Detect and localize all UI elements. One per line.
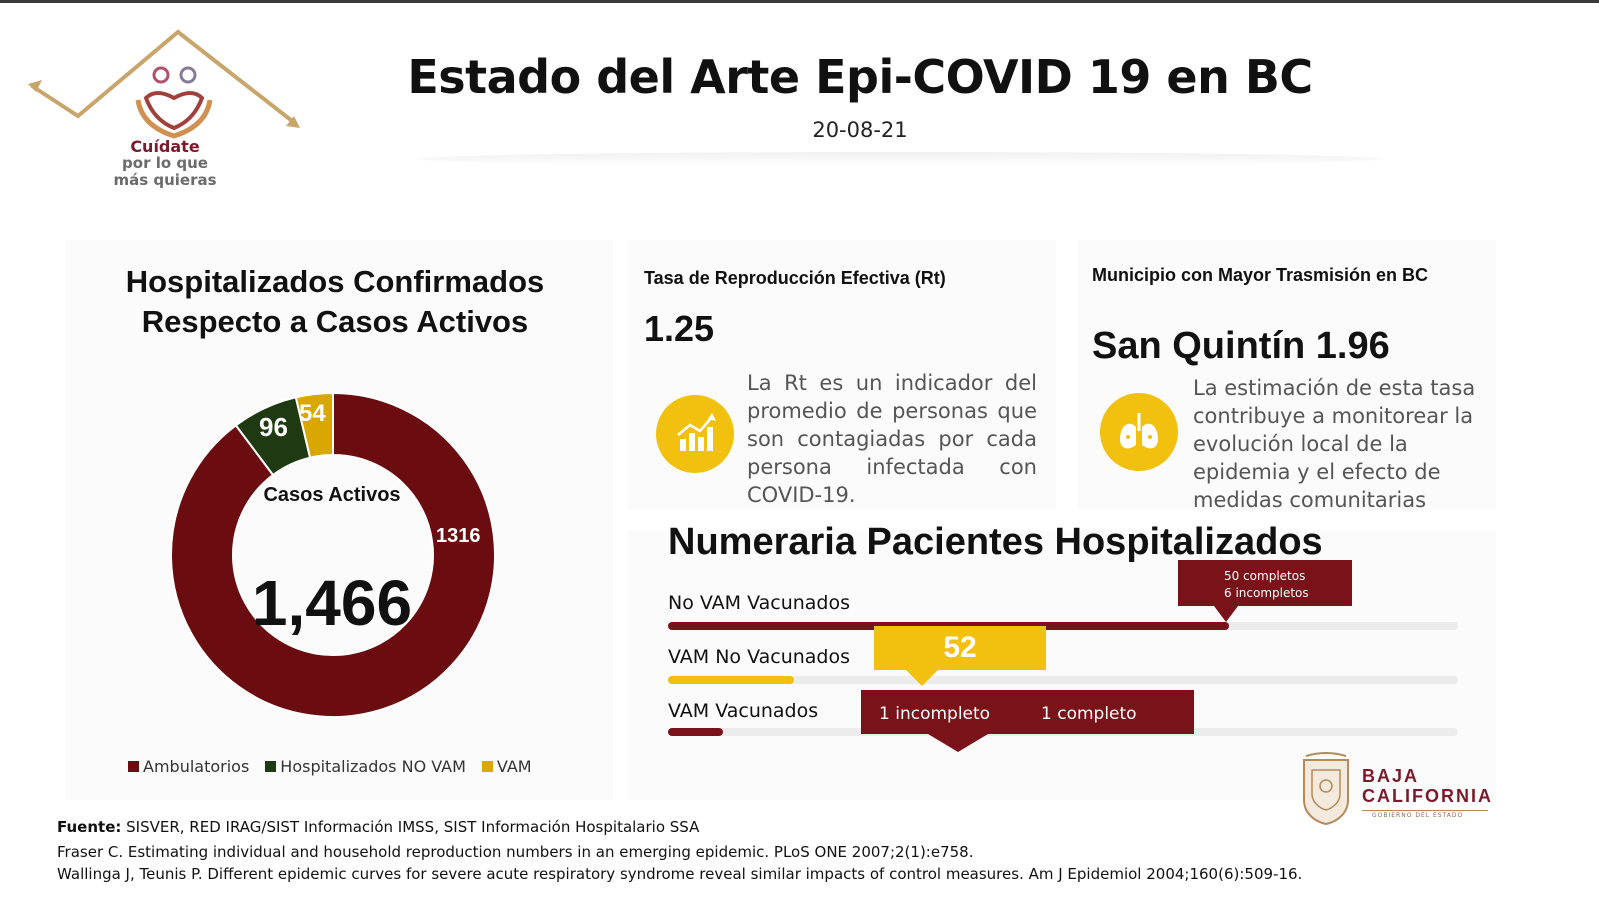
callout-pointer bbox=[906, 670, 938, 686]
donut-center-value: 1,466 bbox=[251, 567, 413, 639]
baja-california-seal bbox=[1303, 752, 1349, 826]
bc-logo-line-3: GOBIERNO DEL ESTADO bbox=[1372, 812, 1464, 819]
segment-label-hospitalizados: 96 bbox=[259, 412, 288, 442]
segment-label-vam: 54 bbox=[299, 400, 326, 427]
chart-growth-icon bbox=[656, 395, 734, 473]
callout-vam-no-vacunados: 52 bbox=[874, 626, 1046, 670]
bar-fill-vam-vacunados bbox=[668, 728, 723, 736]
callout-completo: 1 completo bbox=[1041, 704, 1137, 724]
callout-no-vam-vacunados: 50 completos 6 incompletos bbox=[1178, 560, 1352, 606]
legend-swatch bbox=[481, 761, 493, 772]
footer-reference-2: Wallinga J, Teunis P. Different epidemic… bbox=[57, 865, 1303, 883]
legend-item-vam: VAM bbox=[481, 757, 532, 776]
logo-line-1: Cuídate bbox=[130, 137, 200, 156]
municipio-description: La estimación de esta tasa contribuye a … bbox=[1193, 376, 1476, 512]
legend-item-ambulatorios: Ambulatorios bbox=[128, 757, 249, 776]
header-divider bbox=[420, 152, 1380, 166]
callout-vam-vacunados: 1 incompleto 1 completo bbox=[861, 690, 1194, 734]
hospitalizados-title-line-2: Respecto a Casos Activos bbox=[141, 304, 529, 339]
footer-source: Fuente: SISVER, RED IRAG/SIST Informació… bbox=[57, 818, 699, 836]
logo-caption: Cuídate por lo que más quieras bbox=[95, 138, 235, 189]
legend-label: VAM bbox=[496, 757, 532, 776]
callout-incompletos: 6 incompletos bbox=[1224, 586, 1309, 600]
footer-reference-1: Fraser C. Estimating individual and hous… bbox=[57, 843, 974, 861]
hospitalizados-title: Hospitalizados Confirmados Respecto a Ca… bbox=[70, 262, 600, 342]
numeraria-title: Numeraria Pacientes Hospitalizados bbox=[668, 521, 1323, 563]
legend-label: Hospitalizados NO VAM bbox=[280, 757, 466, 776]
top-border bbox=[0, 0, 1599, 3]
callout-pointer bbox=[928, 734, 988, 752]
legend-label: Ambulatorios bbox=[143, 757, 250, 776]
donut-center-label: Casos Activos bbox=[263, 484, 401, 506]
legend-swatch bbox=[265, 761, 277, 772]
donut-segment-vam bbox=[294, 391, 334, 459]
bar-track bbox=[668, 676, 1458, 684]
row-label-no-vam-vacunados: No VAM Vacunados bbox=[668, 592, 851, 614]
callout-completos: 50 completos bbox=[1224, 569, 1306, 583]
rt-description: La Rt es un indicador del promedio de pe… bbox=[747, 371, 1037, 507]
footer-source-label: Fuente: bbox=[57, 818, 122, 836]
rt-value: 1.25 bbox=[644, 308, 715, 349]
donut-legend: Ambulatorios Hospitalizados NO VAM VAM bbox=[128, 757, 532, 776]
callout-incompleto: 1 incompleto bbox=[879, 704, 991, 724]
casos-activos-donut bbox=[170, 391, 496, 718]
rt-title: Tasa de Reproducción Efectiva (Rt) bbox=[644, 268, 946, 288]
logo-line-2: por lo que bbox=[122, 154, 208, 172]
municipio-value: San Quintín 1.96 bbox=[1092, 325, 1390, 367]
page-title: Estado del Arte Epi-COVID 19 en BC bbox=[407, 50, 1313, 104]
bc-logo-line-2: CALIFORNIA bbox=[1362, 786, 1493, 806]
logo-line-3: más quieras bbox=[113, 171, 217, 189]
callout-pointer bbox=[1214, 606, 1238, 622]
municipio-title: Municipio con Mayor Trasmisión en BC bbox=[1092, 265, 1429, 285]
donut-segment-ambulatorios bbox=[170, 391, 496, 718]
bc-logo-divider bbox=[1362, 810, 1488, 811]
bc-logo-line-1: BAJA bbox=[1362, 766, 1420, 786]
segment-label-ambulatorios: 1316 bbox=[436, 525, 481, 547]
cuidate-logo bbox=[28, 29, 300, 139]
page-date: 20-08-21 bbox=[812, 118, 908, 142]
row-label-vam-vacunados: VAM Vacunados bbox=[668, 700, 819, 722]
legend-swatch bbox=[128, 761, 139, 772]
bar-fill-vam-no-vacunados bbox=[668, 676, 794, 684]
row-label-vam-no-vacunados: VAM No Vacunados bbox=[668, 646, 851, 668]
footer-source-text: SISVER, RED IRAG/SIST Información IMSS, … bbox=[121, 818, 700, 836]
hospitalizados-title-line-1: Hospitalizados Confirmados bbox=[125, 264, 545, 299]
legend-item-hospitalizados: Hospitalizados NO VAM bbox=[265, 757, 466, 776]
lungs-icon bbox=[1100, 393, 1178, 471]
